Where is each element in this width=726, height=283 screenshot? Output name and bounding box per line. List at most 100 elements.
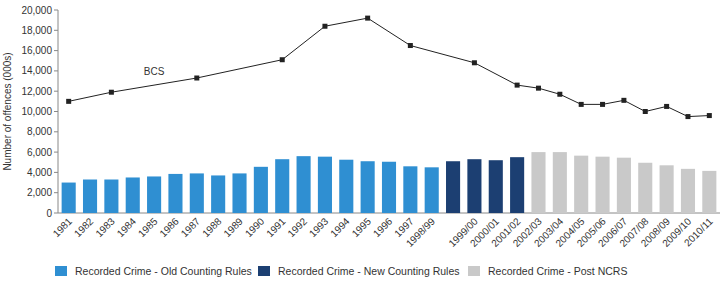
y-tick-label: 0: [46, 208, 52, 219]
x-tick-label: 1995: [350, 215, 374, 239]
x-tick-label: 1993: [307, 215, 331, 239]
bar: [275, 159, 289, 213]
marker: [600, 102, 605, 107]
marker: [472, 60, 477, 65]
x-tick-label: 1982: [72, 215, 96, 239]
y-tick-label: 6,000: [27, 147, 52, 158]
x-tick-label: 1990: [243, 215, 267, 239]
y-tick: [54, 30, 58, 31]
marker: [557, 92, 562, 97]
marker: [685, 114, 690, 119]
bar: [531, 152, 545, 213]
plot-marks: [62, 16, 717, 213]
bar: [596, 157, 610, 213]
y-tick-label: 2,000: [27, 187, 52, 198]
bar: [467, 159, 481, 213]
x-tick-label: 1981: [51, 215, 75, 239]
bar: [254, 167, 268, 213]
marker: [707, 113, 712, 118]
bar: [126, 177, 140, 213]
legend-swatch: [55, 266, 67, 276]
bar: [382, 162, 396, 213]
x-tick-label: 1991: [264, 215, 288, 239]
marker: [109, 90, 114, 95]
bar: [147, 176, 161, 213]
x-tick-label: 1992: [285, 215, 309, 239]
y-tick-label: 8,000: [27, 126, 52, 137]
y-tick: [54, 91, 58, 92]
marker: [280, 57, 285, 62]
bar: [702, 171, 716, 213]
marker: [66, 99, 71, 104]
marker: [322, 24, 327, 29]
y-tick-label: 16,000: [21, 45, 52, 56]
legend-label: Recorded Crime - Post NCRS: [488, 265, 627, 277]
x-tick-label: 1988: [200, 215, 224, 239]
bar: [617, 158, 631, 213]
y-tick-label: 18,000: [21, 25, 52, 36]
bar: [62, 183, 76, 213]
bar: [681, 169, 695, 213]
x-tick-label: 1984: [115, 215, 139, 239]
marker: [515, 83, 520, 88]
y-tick-label: 20,000: [21, 5, 52, 16]
legend-swatch: [468, 266, 480, 276]
bar: [83, 180, 97, 213]
marker: [621, 98, 626, 103]
x-tick-label: 1983: [93, 215, 117, 239]
y-tick-label: 14,000: [21, 65, 52, 76]
x-tick-label: 1996: [371, 215, 395, 239]
bar: [403, 166, 417, 213]
bar: [297, 156, 311, 213]
y-tick: [54, 172, 58, 173]
y-tick: [54, 50, 58, 51]
legend-swatch: [258, 266, 270, 276]
x-tick-label: 1985: [136, 215, 160, 239]
marker: [408, 43, 413, 48]
bar: [361, 161, 375, 213]
legend-label: Recorded Crime - New Counting Rules: [278, 265, 460, 277]
bar: [318, 157, 332, 213]
y-tick: [54, 131, 58, 132]
marker: [194, 76, 199, 81]
y-tick: [54, 10, 58, 11]
bar: [190, 173, 204, 213]
marker: [365, 16, 370, 21]
y-tick: [54, 152, 58, 153]
marker: [643, 109, 648, 114]
x-tick-label: 1998/99: [404, 215, 438, 249]
x-tick-label: 1986: [157, 215, 181, 239]
y-axis-label: Number of offences (000s): [2, 52, 13, 170]
bar: [553, 152, 567, 213]
chart: Number of offences (000s) 0 2,000 4,000 6,00…: [0, 0, 726, 283]
marker: [536, 86, 541, 91]
bar: [574, 156, 588, 213]
y-axis: [58, 10, 59, 213]
line: [69, 18, 710, 116]
y-tick: [54, 111, 58, 112]
y-tick-label: 12,000: [21, 86, 52, 97]
x-tick-label: 2010/11: [682, 215, 715, 248]
y-tick: [54, 213, 58, 214]
bar: [211, 175, 225, 213]
bar: [510, 157, 524, 213]
bar: [489, 160, 503, 213]
bar: [638, 163, 652, 213]
bar: [425, 167, 439, 213]
bar: [104, 180, 118, 213]
bar: [660, 165, 674, 213]
bar: [339, 160, 353, 213]
marker: [579, 102, 584, 107]
marker: [664, 104, 669, 109]
x-tick-label: 1987: [179, 215, 203, 239]
series-label: BCS: [144, 66, 165, 77]
bar: [232, 173, 246, 213]
bar: [168, 174, 182, 213]
y-tick: [54, 70, 58, 71]
x-tick-label: 1989: [221, 215, 245, 239]
y-tick-label: 10,000: [21, 106, 52, 117]
legend-label: Recorded Crime - Old Counting Rules: [75, 265, 252, 277]
bar: [446, 161, 460, 213]
x-tick-label: 1994: [328, 215, 352, 239]
y-tick-label: 4,000: [27, 167, 52, 178]
